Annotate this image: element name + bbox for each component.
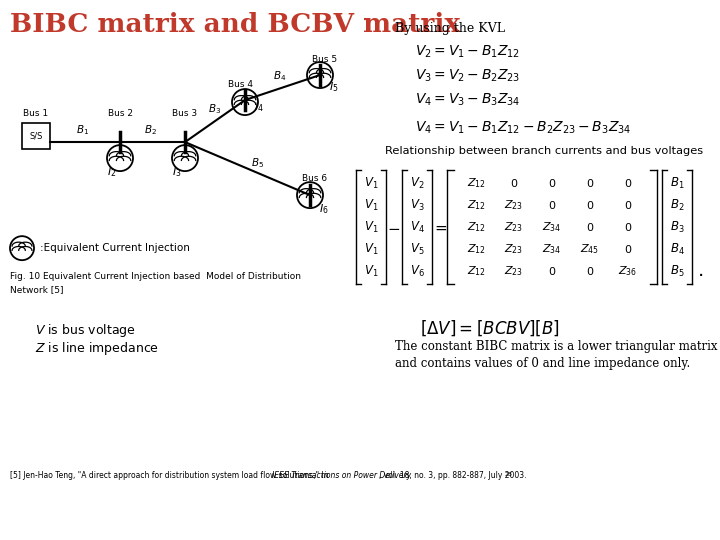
Text: $B_4$: $B_4$	[670, 241, 685, 256]
Text: $Z_{12}$: $Z_{12}$	[467, 198, 485, 212]
Text: $B_3$: $B_3$	[670, 220, 684, 235]
Text: $0$: $0$	[510, 177, 518, 189]
Text: Bus 3: Bus 3	[172, 109, 197, 118]
Text: $Z_{23}$: $Z_{23}$	[505, 198, 523, 212]
Text: $0$: $0$	[586, 265, 594, 277]
Text: Bus 5: Bus 5	[312, 55, 338, 64]
Text: $Z_{23}$: $Z_{23}$	[505, 220, 523, 234]
Text: $B_1$: $B_1$	[76, 123, 89, 137]
Text: $Z_{34}$: $Z_{34}$	[542, 242, 562, 256]
Text: $V_5$: $V_5$	[410, 241, 424, 256]
Text: $V_2$: $V_2$	[410, 176, 424, 191]
Text: , vol. 18, no. 3, pp. 882-887, July 2003.: , vol. 18, no. 3, pp. 882-887, July 2003…	[379, 471, 526, 480]
Text: Bus 6: Bus 6	[302, 174, 328, 183]
Text: $B_2$: $B_2$	[143, 123, 156, 137]
Text: The constant BIBC matrix is a lower triangular matrix: The constant BIBC matrix is a lower tria…	[395, 340, 718, 353]
Text: $Z_{12}$: $Z_{12}$	[467, 264, 485, 278]
Text: $V$ is bus voltage: $V$ is bus voltage	[35, 322, 136, 339]
Text: $V_4$: $V_4$	[410, 220, 424, 235]
Text: $V_1$: $V_1$	[364, 176, 378, 191]
Text: By using the KVL: By using the KVL	[395, 22, 505, 35]
Text: $0$: $0$	[624, 199, 632, 211]
Text: $B_4$: $B_4$	[274, 69, 287, 83]
Text: $=$: $=$	[432, 220, 448, 235]
Text: Bus 2: Bus 2	[107, 109, 132, 118]
Text: $B_5$: $B_5$	[251, 156, 264, 170]
Text: $B_3$: $B_3$	[208, 102, 222, 116]
Text: $B_5$: $B_5$	[670, 264, 684, 279]
FancyBboxPatch shape	[22, 123, 50, 149]
Text: $I_6$: $I_6$	[319, 202, 329, 216]
Text: $V_3 = V_2 - B_2Z_{23}$: $V_3 = V_2 - B_2Z_{23}$	[415, 68, 521, 84]
Text: $Z_{23}$: $Z_{23}$	[505, 242, 523, 256]
Text: $0$: $0$	[548, 177, 556, 189]
Text: $0$: $0$	[548, 199, 556, 211]
Text: IEEE Transactions on Power Delivery: IEEE Transactions on Power Delivery	[272, 471, 411, 480]
Text: BIBC matrix and BCBV matrix: BIBC matrix and BCBV matrix	[10, 12, 460, 37]
Text: $V_1$: $V_1$	[364, 220, 378, 235]
Text: $V_1$: $V_1$	[364, 241, 378, 256]
Text: $Z_{12}$: $Z_{12}$	[467, 242, 485, 256]
Text: $V_2 = V_1 - B_1Z_{12}$: $V_2 = V_1 - B_1Z_{12}$	[415, 44, 521, 60]
Text: Relationship between branch currents and bus voltages: Relationship between branch currents and…	[385, 146, 703, 156]
Text: $0$: $0$	[624, 177, 632, 189]
Text: $I_5$: $I_5$	[329, 80, 339, 94]
Text: $0$: $0$	[548, 265, 556, 277]
Text: $Z_{12}$: $Z_{12}$	[467, 176, 485, 190]
Text: $Z_{45}$: $Z_{45}$	[580, 242, 600, 256]
Text: $V_3$: $V_3$	[410, 198, 424, 213]
Text: $0$: $0$	[624, 243, 632, 255]
Text: $V_1$: $V_1$	[364, 198, 378, 213]
Text: $-$: $-$	[387, 220, 400, 235]
Text: $0$: $0$	[624, 221, 632, 233]
Text: $[\Delta V] = [BCBV][B]$: $[\Delta V] = [BCBV][B]$	[420, 318, 560, 338]
Text: $B_1$: $B_1$	[670, 176, 684, 191]
Text: $B_2$: $B_2$	[670, 198, 684, 213]
Text: $I_3$: $I_3$	[172, 165, 181, 179]
Text: Bus 1: Bus 1	[24, 109, 48, 118]
Text: $Z$ is line impedance: $Z$ is line impedance	[35, 340, 159, 357]
Text: $0$: $0$	[586, 221, 594, 233]
Text: $Z_{23}$: $Z_{23}$	[505, 264, 523, 278]
Text: $I_4$: $I_4$	[254, 100, 264, 114]
Text: Bus 4: Bus 4	[228, 80, 253, 89]
Text: .: .	[698, 261, 704, 280]
Text: [5] Jen-Hao Teng, "A direct approach for distribution system load flow solutions: [5] Jen-Hao Teng, "A direct approach for…	[10, 471, 331, 480]
Text: :Equivalent Current Injection: :Equivalent Current Injection	[40, 243, 190, 253]
Text: $Z_{34}$: $Z_{34}$	[542, 220, 562, 234]
Text: and contains values of 0 and line impedance only.: and contains values of 0 and line impeda…	[395, 357, 690, 370]
Text: IOWA STATE UNIVERSITY: IOWA STATE UNIVERSITY	[16, 506, 261, 524]
Text: S/S: S/S	[30, 132, 42, 140]
Text: $I_2$: $I_2$	[107, 165, 117, 179]
Text: Fig. 10 Equivalent Current Injection based  Model of Distribution
Network [5]: Fig. 10 Equivalent Current Injection bas…	[10, 272, 301, 294]
Text: $V_1$: $V_1$	[364, 264, 378, 279]
Text: $V_4 = V_1 - B_1Z_{12} - B_2Z_{23} - B_3Z_{34}$: $V_4 = V_1 - B_1Z_{12} - B_2Z_{23} - B_3…	[415, 120, 631, 137]
Text: $Z_{36}$: $Z_{36}$	[618, 264, 638, 278]
Text: $V_6$: $V_6$	[410, 264, 424, 279]
Text: $0$: $0$	[586, 177, 594, 189]
Text: $0$: $0$	[586, 199, 594, 211]
Text: $V_4 = V_3 - B_3Z_{34}$: $V_4 = V_3 - B_3Z_{34}$	[415, 92, 521, 109]
Text: 28: 28	[504, 472, 512, 477]
Text: $Z_{12}$: $Z_{12}$	[467, 220, 485, 234]
